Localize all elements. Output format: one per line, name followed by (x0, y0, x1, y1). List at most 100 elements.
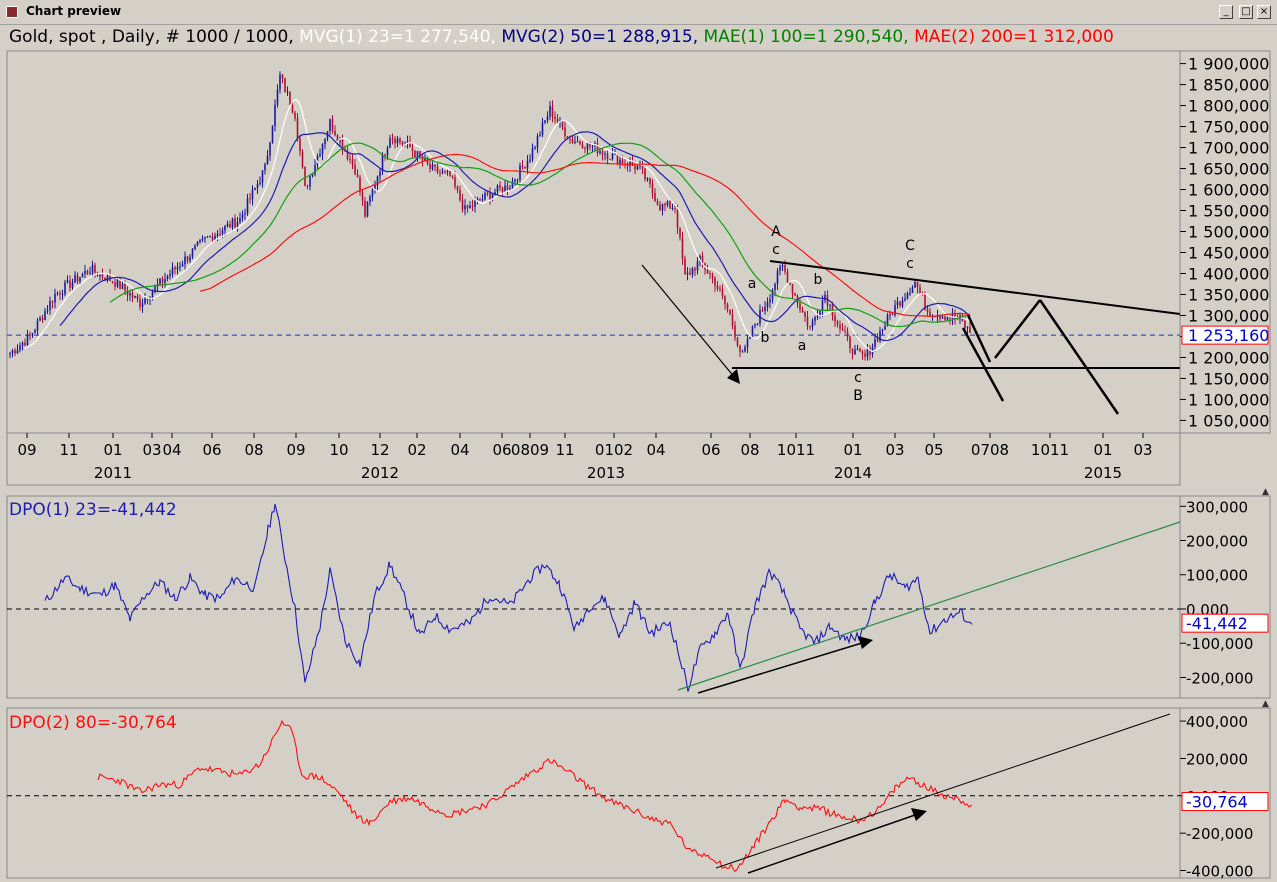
candle-body (256, 183, 259, 188)
x-month-label: 04 (162, 441, 181, 459)
candle-body (611, 153, 614, 160)
candle-body (664, 203, 666, 206)
panel3-maximize-icon[interactable]: ▲ (1262, 699, 1269, 709)
candle-body (389, 138, 391, 148)
candle-body (106, 275, 109, 281)
candle-body (406, 141, 409, 144)
x-month-label: 06 (492, 441, 511, 459)
maximize-button[interactable]: □ (1239, 5, 1253, 19)
candle-body (799, 303, 801, 310)
candle-body (81, 274, 84, 278)
candle-body (221, 230, 224, 235)
candle-body (569, 139, 571, 141)
candle-body (751, 326, 754, 338)
price-y-tick-label: 1 200,000 (1188, 348, 1269, 367)
candle-body (391, 138, 394, 140)
candle-body (439, 172, 441, 174)
candle-body (671, 207, 674, 209)
candle-body (454, 177, 456, 187)
candle-body (361, 192, 364, 201)
panel2-divider[interactable] (0, 488, 1277, 496)
candle-body (316, 156, 319, 166)
candle-body (729, 309, 731, 315)
candle-body (676, 208, 679, 228)
candle-body (264, 164, 266, 171)
panel2-maximize-icon[interactable]: ▲ (1262, 487, 1269, 497)
candle-body (261, 170, 264, 183)
candle-body (876, 339, 879, 342)
candle-body (466, 205, 469, 209)
candle-body (621, 159, 624, 164)
legend-item-3: MAE(1) 100=1 290,540, (704, 27, 915, 47)
candle-body (839, 324, 841, 329)
candle-body (11, 350, 14, 354)
candle-body (441, 171, 444, 173)
candle-body (571, 139, 574, 143)
x-year-label: 2012 (361, 464, 399, 482)
x-year-label: 2013 (587, 464, 625, 482)
candle-body (444, 171, 446, 173)
x-year-label: 2011 (94, 464, 132, 482)
candle-body (206, 236, 209, 238)
candle-body (61, 293, 64, 295)
wave-label: a (798, 338, 807, 354)
wave-label: c (854, 370, 862, 386)
candle-body (21, 342, 24, 346)
candle-body (969, 326, 971, 333)
current-price-label: 1 253,160 (1188, 326, 1269, 345)
candle-body (881, 329, 884, 331)
candle-body (604, 153, 606, 155)
legend-text: Gold, spot , Daily, # 1000 / 1000, MVG(1… (9, 27, 1114, 47)
price-y-tick-label: 1 450,000 (1188, 243, 1269, 262)
price-y-tick-label: 1 300,000 (1188, 306, 1269, 325)
x-year-label: 2014 (834, 464, 872, 482)
dpo1-y-tick-label: -100,000 (1186, 635, 1253, 653)
dpo1-content: 300,000200,000100,0000,000-100,000-200,0… (7, 498, 1269, 694)
candle-body (819, 311, 821, 316)
price-y-tick-label: 1 700,000 (1188, 139, 1269, 158)
candle-body (764, 307, 766, 311)
candle-body (199, 240, 201, 242)
candle-body (486, 192, 489, 194)
candle-body (769, 299, 771, 303)
candle-body (689, 272, 691, 275)
candle-body (551, 106, 554, 117)
x-month-label: 0102 (595, 441, 633, 459)
candle-body (711, 274, 714, 278)
minimize-button[interactable]: _ (1219, 5, 1233, 19)
candle-body (791, 284, 794, 294)
candle-body (509, 188, 511, 190)
panel3-divider[interactable] (0, 700, 1277, 708)
wave-label: a (748, 276, 757, 292)
candle-body (874, 339, 876, 347)
candle-body (564, 127, 566, 137)
price-y-tick-label: 1 550,000 (1188, 202, 1269, 221)
candle-body (19, 345, 21, 350)
candle-body (101, 273, 104, 278)
candle-body (859, 348, 861, 352)
candle-body (164, 279, 166, 283)
candle-body (209, 236, 211, 238)
close-button[interactable]: × (1257, 5, 1271, 19)
candle-body (49, 300, 51, 310)
candle-body (446, 171, 449, 173)
candle-body (281, 74, 284, 79)
candle-body (399, 138, 401, 142)
dpo1-arrow-line (697, 642, 863, 694)
candle-body (761, 309, 764, 311)
candle-body (786, 271, 789, 283)
candle-body (939, 315, 941, 319)
candle-body (476, 199, 479, 202)
down-arrow-head (727, 369, 740, 384)
candle-body (514, 180, 516, 182)
candle-body (599, 151, 601, 154)
candle-body (304, 167, 306, 186)
price-y-tick-label: 1 900,000 (1188, 55, 1269, 74)
price-y-tick-label: 1 050,000 (1188, 411, 1269, 430)
candle-body (349, 158, 351, 160)
candle-body (299, 138, 301, 152)
candle-body (179, 266, 181, 268)
candle-body (616, 153, 619, 165)
price-y-tick-label: 1 600,000 (1188, 181, 1269, 200)
price-y-tick-label: 1 850,000 (1188, 76, 1269, 95)
